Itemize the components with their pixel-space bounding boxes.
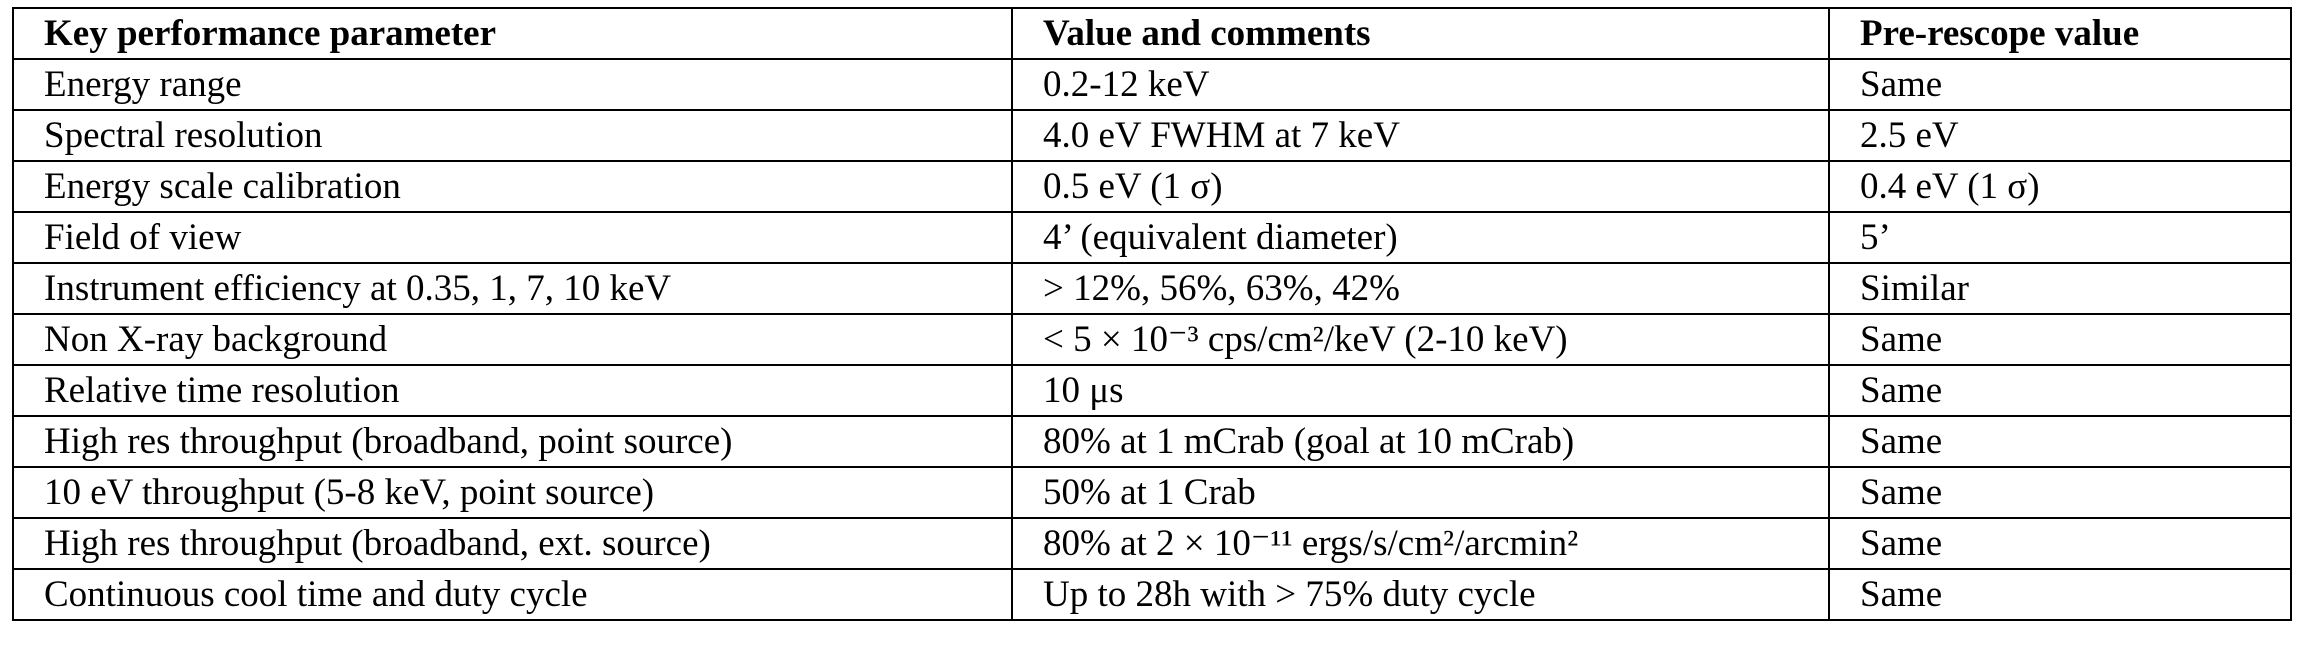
parameter-table: Key performance parameter Value and comme… bbox=[12, 7, 2292, 621]
table-cell: 10 μs bbox=[1011, 364, 1830, 417]
table-cell: Spectral resolution bbox=[12, 109, 1013, 162]
table-cell: 0.4 eV (1 σ) bbox=[1828, 160, 2292, 213]
table-row: Relative time resolution 10 μs Same bbox=[12, 364, 2292, 417]
table-cell: Energy range bbox=[12, 58, 1013, 111]
table-cell: 0.2-12 keV bbox=[1011, 58, 1830, 111]
table-cell: Continuous cool time and duty cycle bbox=[12, 568, 1013, 621]
table-cell: Same bbox=[1828, 568, 2292, 621]
table-cell: Similar bbox=[1828, 262, 2292, 315]
table-body: Energy range 0.2-12 keV Same Spectral resol… bbox=[12, 58, 2292, 621]
table-cell: 2.5 eV bbox=[1828, 109, 2292, 162]
table-cell: Non X-ray background bbox=[12, 313, 1013, 366]
table-row: Energy range 0.2-12 keV Same bbox=[12, 58, 2292, 111]
header-cell: Key performance parameter bbox=[12, 7, 1013, 60]
table-cell: 80% at 1 mCrab (goal at 10 mCrab) bbox=[1011, 415, 1830, 468]
table-cell: 50% at 1 Crab bbox=[1011, 466, 1830, 519]
table-row: Continuous cool time and duty cycle Up to… bbox=[12, 568, 2292, 621]
table-row: Energy scale calibration 0.5 eV (1 σ) 0.4 … bbox=[12, 160, 2292, 213]
header-row: Key performance parameter Value and comme… bbox=[12, 7, 2292, 60]
table-cell: 0.5 eV (1 σ) bbox=[1011, 160, 1830, 213]
table-row: Non X-ray background < 5 × 10⁻³ cps/cm²/k… bbox=[12, 313, 2292, 366]
table-cell: Same bbox=[1828, 517, 2292, 570]
table-cell: Field of view bbox=[12, 211, 1013, 264]
table-cell: Same bbox=[1828, 466, 2292, 519]
table-cell: Same bbox=[1828, 313, 2292, 366]
table-row: High res throughput (broadband, point so… bbox=[12, 415, 2292, 468]
table-cell: < 5 × 10⁻³ cps/cm²/keV (2-10 keV) bbox=[1011, 313, 1830, 366]
table-row: Instrument efficiency at 0.35, 1, 7, 10 … bbox=[12, 262, 2292, 315]
table-row: 10 eV throughput (5-8 keV, point source)… bbox=[12, 466, 2292, 519]
table-cell: Up to 28h with > 75% duty cycle bbox=[1011, 568, 1830, 621]
table-cell: Relative time resolution bbox=[12, 364, 1013, 417]
table-cell: 80% at 2 × 10⁻¹¹ ergs/s/cm²/arcmin² bbox=[1011, 517, 1830, 570]
table-row: Spectral resolution 4.0 eV FWHM at 7 keV 2… bbox=[12, 109, 2292, 162]
table-cell: 4’ (equivalent diameter) bbox=[1011, 211, 1830, 264]
table-cell: High res throughput (broadband, ext. sou… bbox=[12, 517, 1013, 570]
header-cell: Pre-rescope value bbox=[1828, 7, 2292, 60]
table-row: Field of view 4’ (equivalent diameter) 5’ bbox=[12, 211, 2292, 264]
table-cell: Energy scale calibration bbox=[12, 160, 1013, 213]
table-cell: > 12%, 56%, 63%, 42% bbox=[1011, 262, 1830, 315]
table-cell: Same bbox=[1828, 415, 2292, 468]
table-cell: Instrument efficiency at 0.35, 1, 7, 10 … bbox=[12, 262, 1013, 315]
table-cell: Same bbox=[1828, 58, 2292, 111]
table-cell: 4.0 eV FWHM at 7 keV bbox=[1011, 109, 1830, 162]
table-row: High res throughput (broadband, ext. sou… bbox=[12, 517, 2292, 570]
table-cell: Same bbox=[1828, 364, 2292, 417]
table-cell: High res throughput (broadband, point so… bbox=[12, 415, 1013, 468]
table-cell: 10 eV throughput (5-8 keV, point source) bbox=[12, 466, 1013, 519]
table-cell: 5’ bbox=[1828, 211, 2292, 264]
header-cell: Value and comments bbox=[1011, 7, 1830, 60]
